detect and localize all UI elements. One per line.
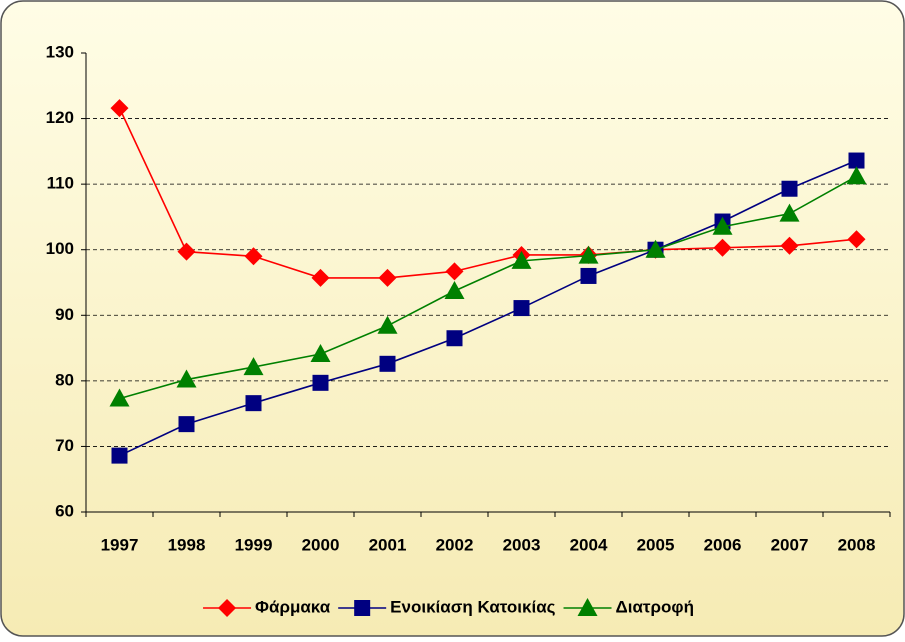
x-tick-label: 2006 [704, 535, 742, 554]
y-tick-label: 80 [55, 370, 74, 389]
marker [444, 281, 465, 300]
marker [178, 416, 195, 433]
legend-label: Ενοικίαση Κατοικίας [390, 597, 556, 616]
y-tick-label: 70 [55, 436, 74, 455]
x-tick-label: 2002 [436, 535, 474, 554]
x-tick-label: 2003 [503, 535, 541, 554]
marker [311, 268, 330, 287]
marker [446, 330, 463, 347]
marker [218, 599, 237, 617]
marker [445, 262, 464, 281]
marker [577, 598, 598, 616]
x-tick-label: 2005 [637, 535, 675, 554]
marker [310, 343, 331, 362]
marker [245, 395, 262, 412]
marker [781, 180, 798, 197]
marker [378, 268, 397, 287]
series-line [119, 175, 857, 400]
marker [580, 267, 597, 284]
y-tick-label: 120 [46, 108, 74, 127]
marker [243, 357, 264, 376]
y-tick-label: 110 [47, 174, 74, 193]
marker [377, 315, 398, 334]
marker [111, 447, 128, 464]
x-tick-label: 2001 [369, 535, 407, 554]
x-tick-label: 2004 [570, 535, 608, 554]
x-tick-label: 1998 [168, 535, 206, 554]
legend-label: Διατροφή [616, 597, 694, 616]
marker [110, 99, 129, 118]
legend: Φάρμακα Ενοικίαση Κατοικίας Διατροφή [203, 597, 694, 617]
marker [847, 230, 866, 249]
series-line [118, 107, 857, 279]
marker [244, 247, 263, 266]
x-tick-label: 1997 [101, 535, 139, 554]
marker [645, 239, 666, 258]
marker [779, 203, 800, 222]
marker [513, 300, 530, 317]
legend-label: Φάρμακα [255, 597, 331, 616]
y-tick-label: 130 [46, 42, 74, 61]
marker [312, 374, 329, 391]
marker [712, 216, 733, 235]
marker [713, 238, 732, 257]
x-tick-label: 2000 [302, 535, 340, 554]
marker [379, 355, 396, 372]
marker [177, 242, 196, 261]
series-line [119, 159, 857, 457]
y-tick-label: 60 [55, 501, 74, 520]
y-tick-label: 100 [46, 239, 74, 258]
marker [176, 369, 197, 388]
marker [578, 245, 599, 264]
marker [354, 600, 371, 616]
marker [511, 250, 532, 269]
x-tick-label: 2007 [771, 535, 809, 554]
marker [846, 166, 867, 185]
marker [780, 236, 799, 255]
marker [109, 388, 130, 407]
y-tick-label: 90 [55, 305, 74, 324]
x-tick-label: 2008 [838, 535, 876, 554]
x-tick-label: 1999 [235, 535, 273, 554]
marker [848, 152, 865, 169]
